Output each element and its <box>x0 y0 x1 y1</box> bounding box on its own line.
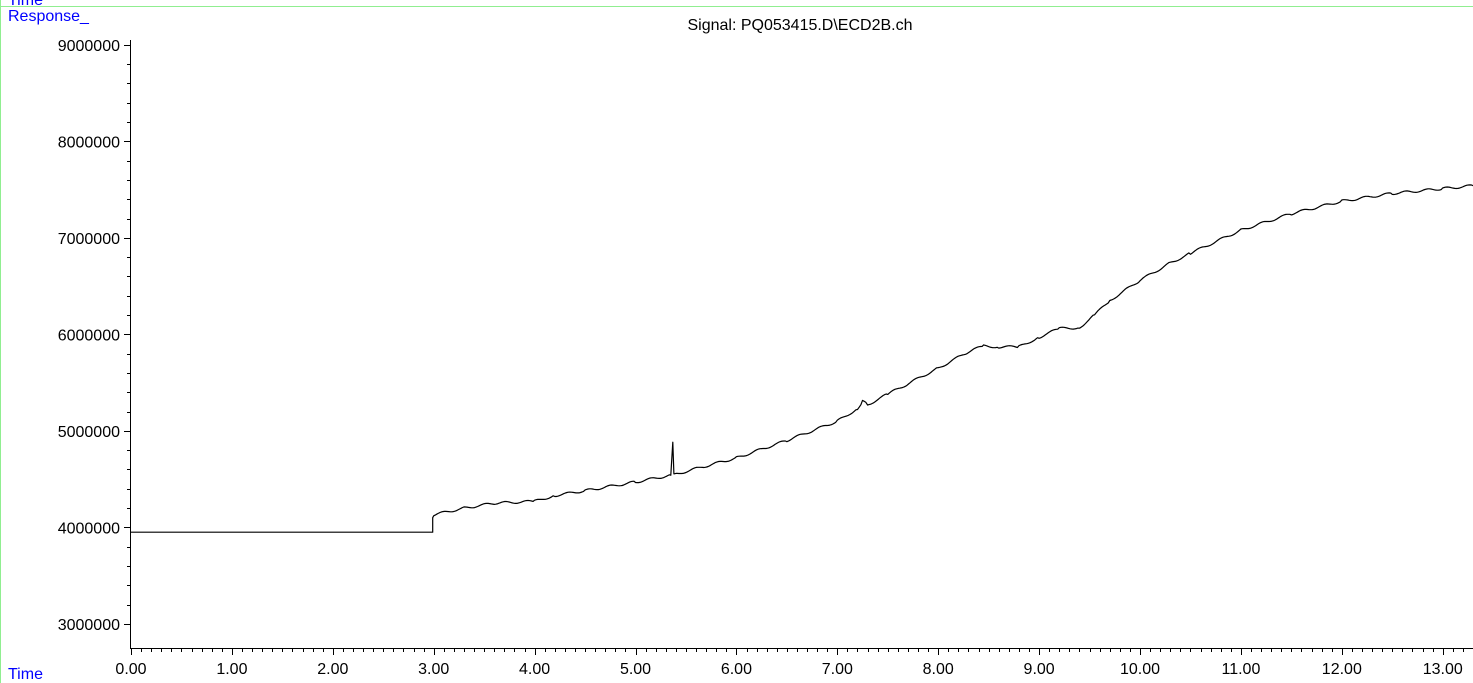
x-tick-label: 2.00 <box>317 661 348 678</box>
x-axis-label: Time <box>8 666 43 683</box>
x-tick-label: 11.00 <box>1221 661 1260 678</box>
signal-trace-line <box>131 184 1473 533</box>
x-tick-label: 9.00 <box>1024 661 1055 678</box>
y-tick-label: 3000000 <box>58 617 120 634</box>
x-tick-label: 5.00 <box>620 661 651 678</box>
x-tick-label: 12.00 <box>1322 661 1362 678</box>
y-tick-label: 4000000 <box>58 520 120 537</box>
chart-title: Signal: PQ053415.D\ECD2B.ch <box>687 17 912 34</box>
y-tick-label: 6000000 <box>58 327 120 344</box>
y-tick-label: 9000000 <box>58 38 120 55</box>
y-tick-label: 8000000 <box>58 134 120 151</box>
x-tick-label: 4.00 <box>519 661 550 678</box>
header-time-label: Time <box>8 0 43 9</box>
y-tick-label: 7000000 <box>58 231 120 248</box>
y-tick-label: 5000000 <box>58 424 120 441</box>
y-axis-label: Response_ <box>8 8 90 25</box>
x-axis-ticks: 0.00 1.00 2.00 3.00 4.00 5.00 6.00 7.00 8.00 9.00… <box>115 649 1464 678</box>
x-tick-label: 8.00 <box>923 661 954 678</box>
x-tick-label: 13.00 <box>1423 661 1463 678</box>
y-axis-ticks: 3000000 4000000 5000000 6000000 7000000 80000… <box>58 38 130 634</box>
x-tick-label: 3.00 <box>418 661 449 678</box>
x-tick-label: 0.00 <box>115 661 146 678</box>
x-tick-label: 10.00 <box>1120 661 1160 678</box>
x-tick-label: 1.00 <box>216 661 247 678</box>
x-tick-label: 7.00 <box>822 661 853 678</box>
x-tick-label: 6.00 <box>721 661 752 678</box>
